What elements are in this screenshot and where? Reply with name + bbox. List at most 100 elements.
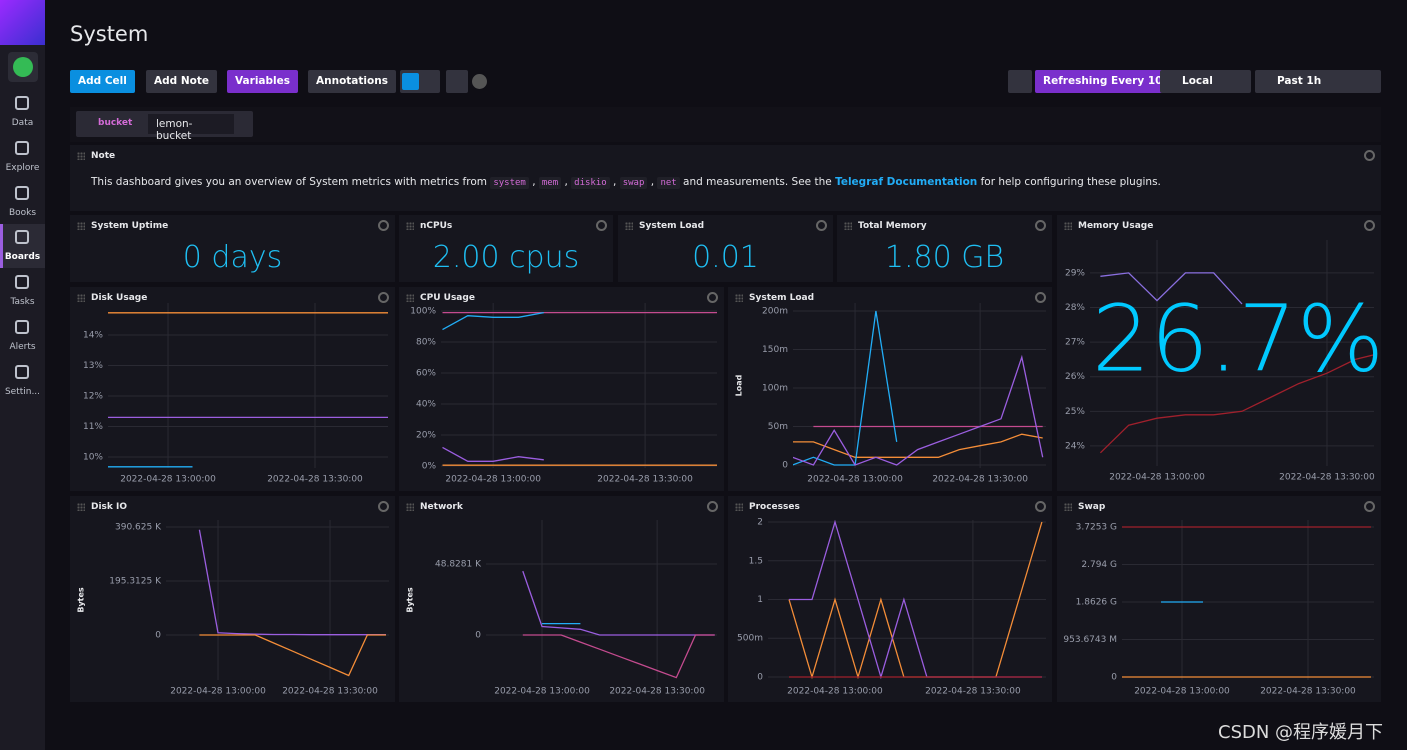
panel: Network bbox=[399, 496, 724, 702]
panel: CPU Usage bbox=[399, 287, 724, 491]
panel-title: Disk IO bbox=[91, 502, 128, 512]
refresh-rate[interactable]: Refreshing Every 10s bbox=[1035, 70, 1177, 93]
settings-button[interactable] bbox=[1035, 292, 1046, 303]
y-tick-label: 0 bbox=[1111, 673, 1117, 683]
range-dropdown[interactable]: Past 1h bbox=[1255, 70, 1381, 93]
timezone-dropdown[interactable]: Local bbox=[1160, 70, 1251, 93]
y-tick-label: 27% bbox=[1065, 338, 1085, 348]
nav-label[interactable]: Settin... bbox=[4, 387, 41, 397]
variables-button[interactable]: Variables bbox=[227, 70, 298, 93]
y-tick-label: 1.8626 G bbox=[1076, 598, 1117, 608]
note-link[interactable]: Telegraf Documentation bbox=[835, 176, 978, 188]
settings-button[interactable] bbox=[378, 292, 389, 303]
settings-button[interactable] bbox=[378, 220, 389, 231]
x-tick-label: 2022-04-28 13:00:00 bbox=[445, 475, 541, 485]
drag-handle[interactable] bbox=[735, 503, 743, 511]
x-tick-label: 2022-04-28 13:00:00 bbox=[1109, 473, 1205, 483]
panel-title: Note bbox=[91, 151, 116, 161]
y-tick-label: 1.5 bbox=[749, 556, 763, 566]
note-after: measurements. See the bbox=[706, 176, 832, 188]
settings-button[interactable] bbox=[1364, 220, 1375, 231]
settings-button[interactable] bbox=[707, 292, 718, 303]
panel: Disk IO bbox=[70, 496, 395, 702]
note-code: mem bbox=[538, 177, 562, 189]
nav-label[interactable]: Data bbox=[11, 118, 34, 128]
drag-handle[interactable] bbox=[735, 294, 743, 302]
panel-title: Memory Usage bbox=[1078, 221, 1154, 231]
note-separator: , bbox=[532, 176, 536, 188]
nav-icon bbox=[15, 365, 29, 379]
drag-handle[interactable] bbox=[406, 294, 414, 302]
theme-toggle[interactable] bbox=[400, 70, 440, 93]
nav-label[interactable]: Boards bbox=[4, 252, 41, 262]
y-tick-label: 0 bbox=[757, 672, 763, 682]
nav-label[interactable]: Explore bbox=[5, 163, 40, 173]
drag-handle[interactable] bbox=[1064, 503, 1072, 511]
drag-handle[interactable] bbox=[844, 222, 852, 230]
panel-title: nCPUs bbox=[420, 221, 453, 231]
watermark: CSDN @程序媛月下 bbox=[1218, 722, 1384, 743]
settings-button[interactable] bbox=[1035, 501, 1046, 512]
add-cell-button[interactable]: Add Cell bbox=[70, 70, 135, 93]
nav-icon bbox=[15, 186, 29, 200]
settings-button[interactable] bbox=[1364, 501, 1375, 512]
series-line bbox=[442, 311, 544, 331]
y-axis-label: Bytes bbox=[77, 587, 86, 613]
y-tick-label: 100m bbox=[762, 384, 788, 394]
drag-handle[interactable] bbox=[406, 503, 414, 511]
page-title: System bbox=[70, 22, 149, 46]
settings-button[interactable] bbox=[596, 220, 607, 231]
y-tick-label: 953.6743 M bbox=[1063, 635, 1117, 645]
series-line bbox=[1100, 272, 1243, 305]
presentation-button[interactable] bbox=[446, 70, 468, 93]
panel-title: Total Memory bbox=[858, 221, 927, 231]
variable-dropdown[interactable]: bucket lemon-bucket bbox=[76, 111, 253, 142]
note-code: swap bbox=[619, 177, 648, 189]
variable-name: bucket bbox=[98, 118, 133, 128]
drag-handle[interactable] bbox=[625, 222, 633, 230]
refresh-button[interactable] bbox=[1008, 70, 1032, 93]
series-line bbox=[522, 634, 715, 679]
x-tick-label: 2022-04-28 13:30:00 bbox=[925, 687, 1021, 697]
settings-button[interactable] bbox=[378, 501, 389, 512]
note-intro: This dashboard gives you an overview of … bbox=[91, 176, 487, 188]
nav-label[interactable]: Alerts bbox=[9, 342, 36, 352]
series-line bbox=[522, 570, 715, 636]
series-line bbox=[199, 634, 386, 677]
stat-value: 2.00 cpus bbox=[432, 240, 580, 275]
note-code: net bbox=[657, 177, 680, 189]
panel: Total Memory 1.80 GB bbox=[837, 215, 1052, 282]
panel-title: System Uptime bbox=[91, 221, 169, 231]
help-button[interactable] bbox=[472, 74, 487, 89]
logo[interactable] bbox=[0, 0, 45, 45]
nav-label[interactable]: Books bbox=[8, 208, 37, 218]
variable-value[interactable]: lemon-bucket bbox=[148, 114, 234, 142]
y-tick-label: 200m bbox=[762, 307, 788, 317]
panel: System Uptime 0 days bbox=[70, 215, 395, 282]
settings-button[interactable] bbox=[707, 501, 718, 512]
y-tick-label: 28% bbox=[1065, 303, 1085, 313]
y-tick-label: 14% bbox=[83, 331, 103, 341]
note-separator: , bbox=[613, 176, 617, 188]
nav-label[interactable]: Tasks bbox=[10, 297, 35, 307]
avatar[interactable] bbox=[8, 52, 38, 82]
drag-handle[interactable] bbox=[1064, 222, 1072, 230]
y-tick-label: 25% bbox=[1065, 407, 1085, 417]
settings-button[interactable] bbox=[1035, 220, 1046, 231]
y-tick-label: 500m bbox=[737, 634, 763, 644]
drag-handle[interactable] bbox=[77, 503, 85, 511]
y-tick-label: 26% bbox=[1065, 372, 1085, 382]
stat-value: 0.01 bbox=[692, 240, 759, 275]
y-tick-label: 0 bbox=[155, 630, 161, 640]
x-tick-label: 2022-04-28 13:30:00 bbox=[597, 475, 693, 485]
y-tick-label: 390.625 K bbox=[115, 523, 162, 533]
add-note-button[interactable]: Add Note bbox=[146, 70, 217, 93]
drag-handle[interactable] bbox=[77, 222, 85, 230]
y-tick-label: 0 bbox=[475, 631, 481, 641]
drag-handle[interactable] bbox=[406, 222, 414, 230]
annotations-button[interactable]: Annotations bbox=[308, 70, 396, 93]
drag-handle[interactable] bbox=[77, 294, 85, 302]
settings-button[interactable] bbox=[816, 220, 827, 231]
y-tick-label: 195.3125 K bbox=[109, 577, 162, 587]
